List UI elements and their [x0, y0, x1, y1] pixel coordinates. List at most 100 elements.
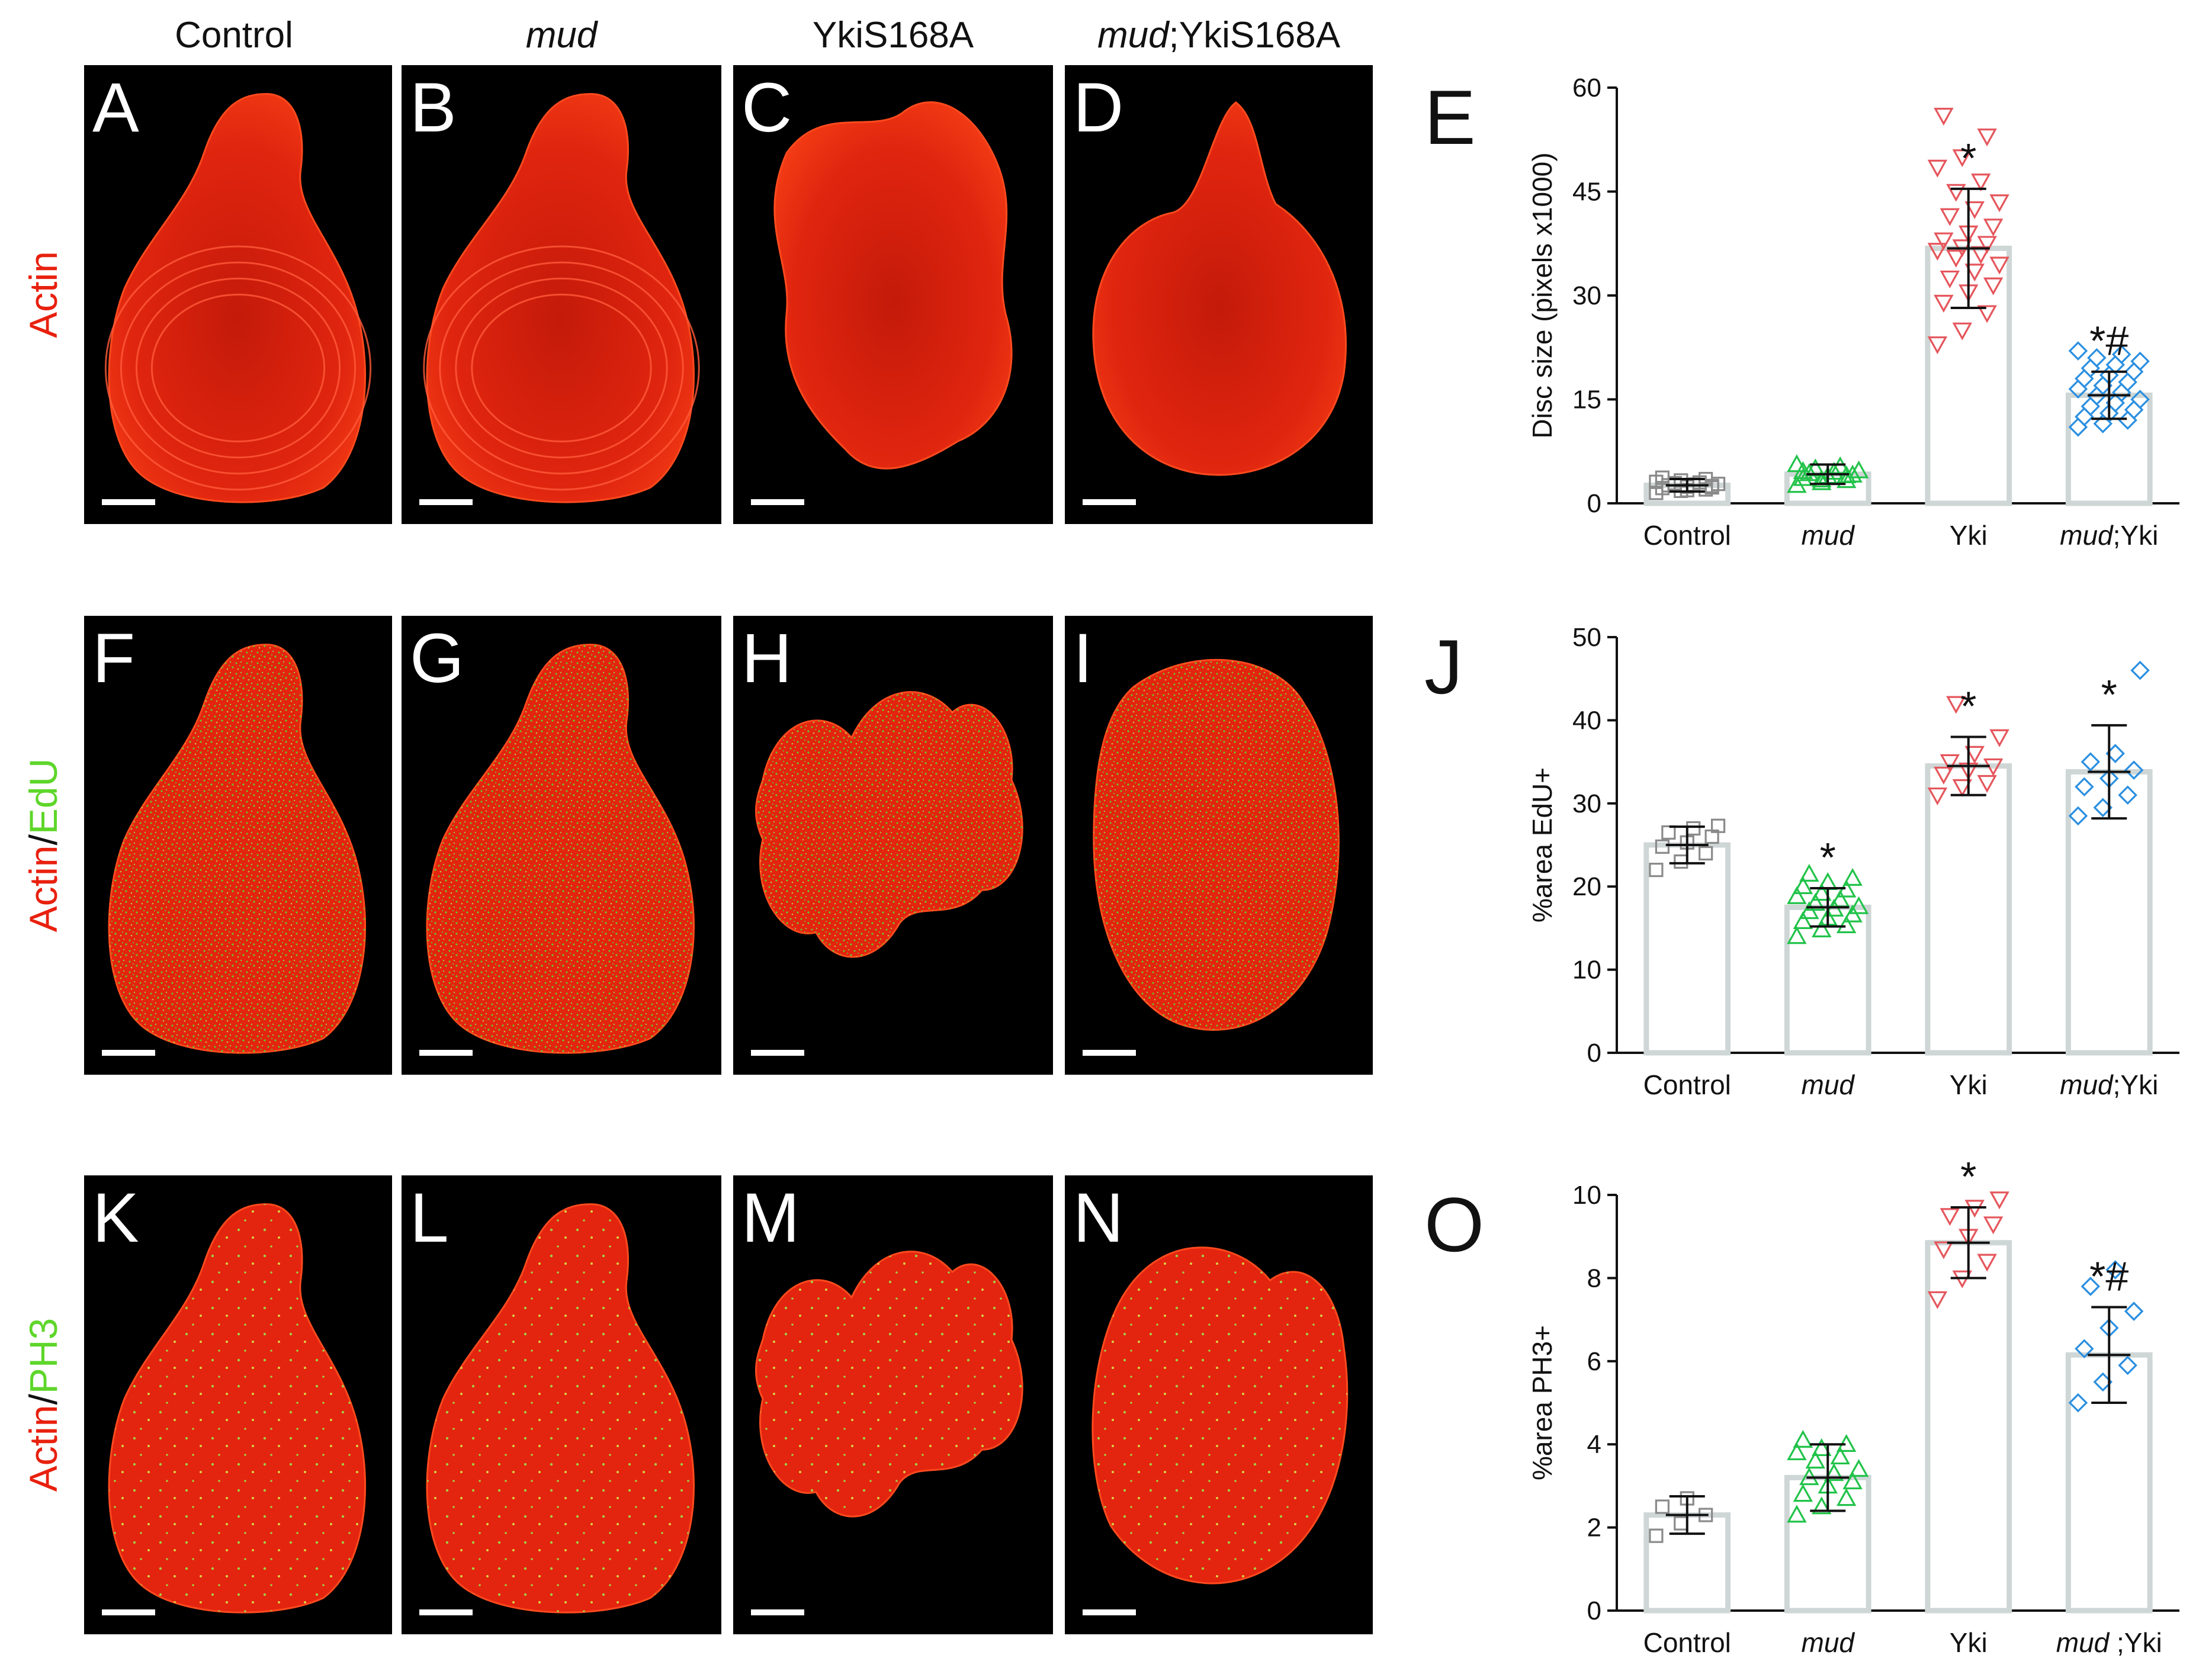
data-point: [2124, 362, 2144, 381]
micrograph-panel-H: H: [733, 616, 1053, 1075]
data-point: [2081, 752, 2101, 772]
data-point: [2068, 341, 2088, 361]
fold-ring: [120, 261, 357, 475]
micrograph-panel-K: K: [84, 1175, 392, 1634]
scale-bar: [419, 1609, 473, 1615]
y-tick-label: 30: [1572, 281, 1601, 310]
significance-marker: *#: [2089, 1254, 2128, 1300]
significance-marker: *: [1960, 683, 1976, 729]
panel-letter: C: [741, 69, 792, 147]
data-point: [1964, 263, 1985, 282]
data-point: [1983, 277, 2004, 295]
data-point: [2111, 383, 2131, 403]
edu-signal: [109, 644, 365, 1053]
data-point: [1977, 775, 1997, 793]
y-tick-label: 6: [1587, 1347, 1601, 1376]
y-tick-label: 0: [1587, 1039, 1601, 1068]
data-point: [1710, 818, 1726, 833]
column-header: YkiS168A: [813, 15, 974, 56]
data-point: [1649, 863, 1664, 878]
tissue-shape: [426, 93, 695, 503]
data-point: [1787, 886, 1807, 904]
data-point: [1787, 926, 1807, 944]
fold-ring: [135, 277, 341, 459]
ph3-signal: [1092, 1247, 1347, 1583]
data-point: [1674, 854, 1688, 869]
data-point: [1983, 218, 2004, 237]
y-tick-label: 20: [1572, 872, 1601, 901]
tissue-shape: [773, 101, 1013, 470]
micrograph-panel-F: F: [84, 616, 392, 1075]
data-point: [1824, 1463, 1844, 1482]
fold-ring: [104, 245, 372, 491]
data-point: [2075, 407, 2094, 427]
data-point: [1704, 480, 1719, 495]
data-point: [2118, 372, 2137, 392]
y-tick-label: 10: [1572, 1181, 1601, 1210]
panel-letter: O: [1424, 1181, 1484, 1268]
data-point: [1805, 1450, 1826, 1469]
data-point: [1927, 1291, 1948, 1309]
data-point: [2068, 806, 2088, 826]
y-tick-label: 40: [1572, 706, 1601, 735]
data-point: [1934, 1241, 1954, 1259]
data-point: [2075, 777, 2094, 796]
data-point: [1655, 1499, 1670, 1514]
y-tick-label: 0: [1587, 1596, 1601, 1625]
data-point: [1934, 108, 1954, 126]
data-point: [1830, 1446, 1850, 1465]
y-tick-label: 2: [1587, 1513, 1601, 1543]
significance-marker: *#: [2089, 318, 2128, 364]
category-label: Yki: [1950, 520, 1988, 551]
micrograph-panel-B: B: [402, 65, 721, 524]
stain-label: Actin/PH3: [21, 1318, 65, 1492]
column-header: mud: [526, 15, 599, 56]
data-point: [1793, 1429, 1813, 1448]
micrograph-panel-I: I: [1065, 616, 1373, 1075]
panel-letter: G: [410, 619, 464, 698]
data-point: [1964, 745, 1985, 764]
data-point: [1989, 256, 2009, 275]
data-point: [1952, 322, 1972, 340]
scale-bar: [419, 1050, 473, 1056]
data-point: [1927, 336, 1948, 355]
data-point: [1793, 911, 1813, 929]
chart-J: J 0 10 20 30 40 50 %area EdU+ Control * mud * Yki * mu…: [1424, 623, 2179, 1100]
data-point: [1977, 1254, 1997, 1272]
data-point: [2118, 410, 2137, 430]
data-point: [1793, 1484, 1813, 1502]
data-point: [1805, 892, 1826, 911]
data-point: [1655, 839, 1670, 854]
data-point: [1940, 270, 1960, 289]
significance-marker: *: [2101, 671, 2117, 718]
panel-letter: D: [1073, 69, 1123, 147]
data-point: [1940, 208, 1960, 226]
data-point: [1927, 787, 1948, 806]
bar: [1925, 763, 2012, 1056]
scale-bar: [102, 499, 155, 505]
y-tick-label: 15: [1572, 385, 1601, 414]
panel-letter: F: [92, 619, 135, 698]
data-point: [2081, 396, 2101, 416]
fold-ring: [439, 261, 684, 475]
data-point: [2130, 660, 2150, 680]
data-point: [2075, 369, 2094, 388]
data-point: [1674, 1516, 1688, 1531]
data-point: [1848, 1459, 1869, 1477]
data-point: [2068, 1393, 2088, 1413]
data-point: [2130, 351, 2150, 371]
data-point: [1989, 1191, 2009, 1210]
scale-bar: [102, 1609, 155, 1615]
data-point: [1848, 896, 1869, 914]
y-tick-label: 50: [1572, 623, 1601, 652]
data-point: [2124, 760, 2144, 780]
data-point: [1787, 454, 1807, 473]
data-point: [1824, 462, 1844, 480]
y-axis-label: Disc size (pixels x1000): [1527, 152, 1558, 438]
edu-signal: [426, 644, 694, 1053]
stain-label: Actin: [21, 251, 65, 338]
fold-ring: [423, 245, 700, 491]
data-point: [1970, 173, 1991, 192]
data-point: [1977, 128, 1997, 147]
